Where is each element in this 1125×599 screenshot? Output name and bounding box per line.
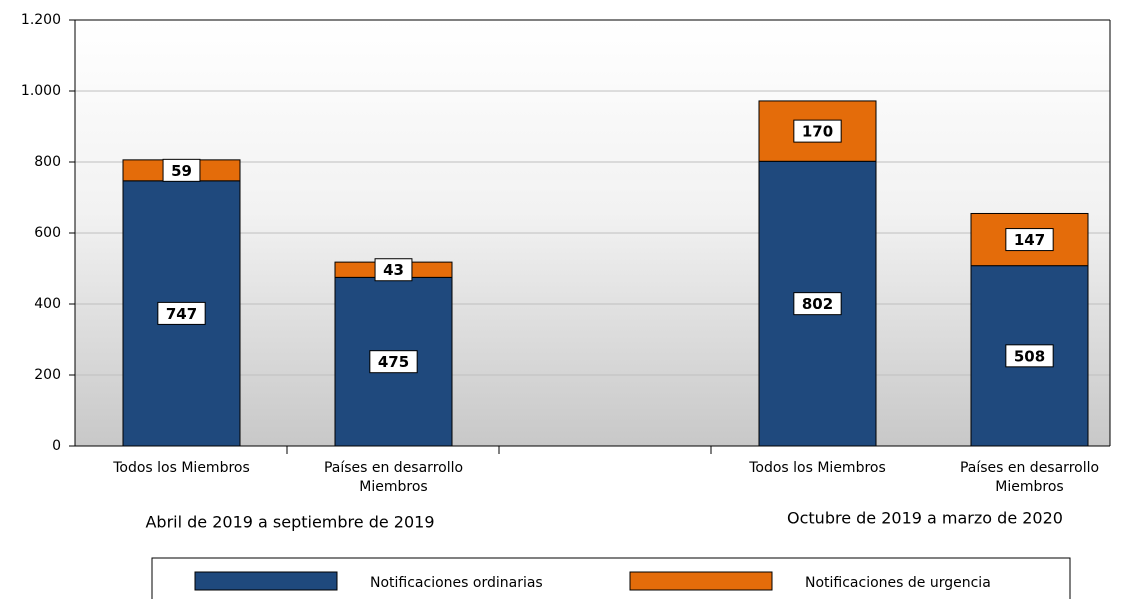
data-label-box: [1005, 228, 1054, 252]
group-label: Abril de 2019 a septiembre de 2019: [145, 513, 434, 532]
data-label-box: [374, 258, 413, 282]
data-label: 508: [1005, 344, 1054, 368]
legend-label: Notificaciones ordinarias: [370, 575, 543, 591]
y-tick-label: 1.000: [21, 83, 61, 99]
y-tick-label: 800: [34, 154, 61, 170]
y-tick-label: 1.200: [21, 12, 61, 28]
data-label-text: 147: [1014, 231, 1045, 249]
data-label-box: [369, 350, 418, 374]
data-label: 59: [162, 158, 201, 182]
data-label-text: 170: [802, 123, 833, 141]
data-label-box: [793, 119, 842, 143]
data-label-box: [1005, 344, 1054, 368]
data-label: 802: [793, 292, 842, 316]
data-label-text: 59: [171, 162, 192, 180]
data-label-text: 747: [166, 305, 197, 323]
data-label: 747: [157, 301, 206, 325]
data-label-text: 475: [378, 353, 409, 371]
x-tick-label: Países en desarrollo Miembros: [323, 460, 464, 495]
data-label: 147: [1005, 228, 1054, 252]
data-label: 43: [374, 258, 413, 282]
data-label-box: [793, 292, 842, 316]
data-label-text: 508: [1014, 347, 1045, 365]
data-label: 475: [369, 350, 418, 374]
data-label-box: [162, 158, 201, 182]
bar-segment: [122, 180, 241, 447]
data-label-text: 43: [383, 261, 404, 279]
x-tick-label: Todos los Miembros: [113, 460, 250, 476]
data-label-text: 802: [802, 295, 833, 313]
x-tick-label: Países en desarrollo Miembros: [959, 460, 1100, 495]
y-tick-label: 0: [52, 438, 61, 454]
y-tick-label: 200: [34, 367, 61, 383]
legend-box: [151, 557, 1071, 599]
data-label: 170: [793, 119, 842, 143]
legend-swatch: [194, 571, 338, 591]
y-tick-label: 400: [34, 296, 61, 312]
group-label: Octubre de 2019 a marzo de 2020: [787, 509, 1063, 528]
x-tick-label: Todos los Miembros: [749, 460, 886, 476]
y-tick-label: 600: [34, 225, 61, 241]
data-label-box: [157, 301, 206, 325]
legend-label: Notificaciones de urgencia: [805, 575, 991, 591]
legend-swatch: [629, 571, 773, 591]
